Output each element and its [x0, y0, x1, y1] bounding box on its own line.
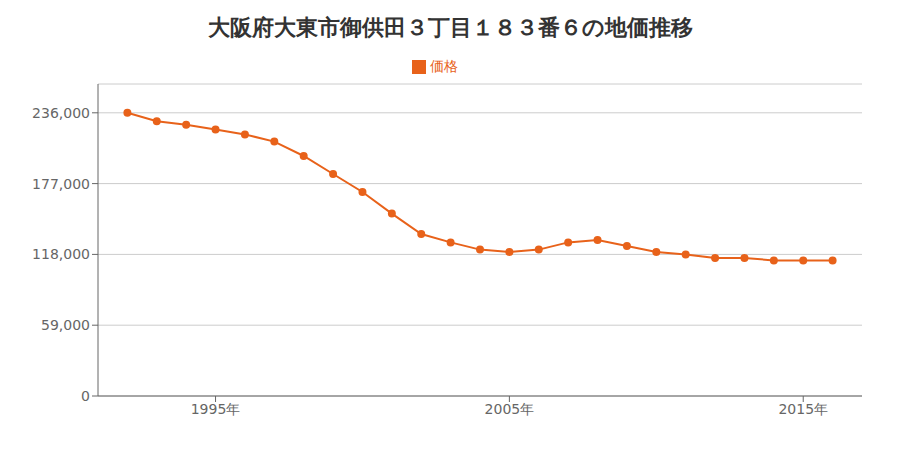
svg-text:2015年: 2015年: [778, 401, 828, 417]
svg-text:236,000: 236,000: [32, 105, 90, 121]
svg-text:177,000: 177,000: [32, 176, 90, 192]
svg-text:2005年: 2005年: [485, 401, 535, 417]
svg-text:1995年: 1995年: [191, 401, 241, 417]
html-text:価格: 価格: [430, 58, 458, 74]
svg-text:59,000: 59,000: [41, 317, 90, 333]
svg-text:118,000: 118,000: [32, 246, 90, 262]
html-text:大阪府大東市御供田３丁目１８３番６の地価推移: 大阪府大東市御供田３丁目１８３番６の地価推移: [207, 15, 693, 40]
svg-text:0: 0: [81, 388, 90, 404]
